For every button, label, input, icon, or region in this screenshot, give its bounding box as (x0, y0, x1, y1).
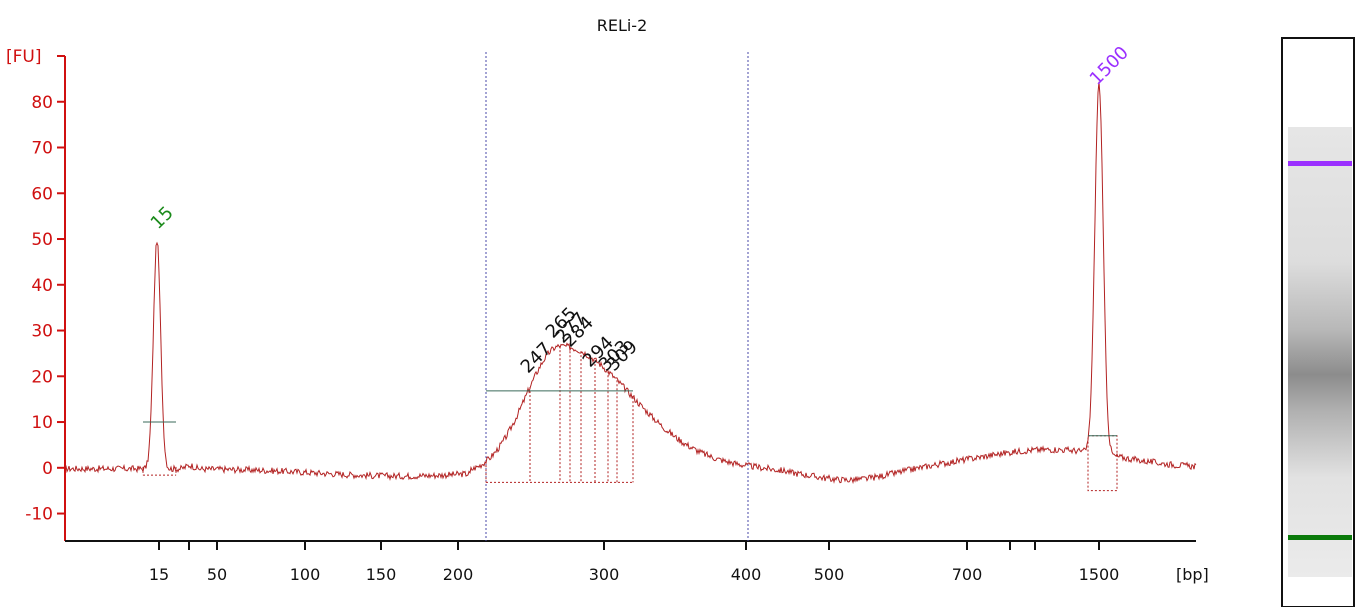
x-tick-label: 150 (366, 565, 397, 584)
y-tick-label: 20 (31, 367, 53, 387)
peak-label-lower-marker: 15 (147, 202, 178, 233)
x-axis-label: [bp] (1176, 565, 1209, 584)
peak-label: 247 (517, 338, 556, 377)
signal-trace (64, 81, 1197, 485)
gel-lane (1281, 37, 1355, 607)
peak-label-upper-marker: 1500 (1086, 42, 1133, 89)
upper-marker-area-box (1087, 435, 1118, 492)
peak-baselines (143, 390, 1117, 437)
y-tick-label: 70 (31, 139, 53, 159)
y-tick-label: 30 (31, 322, 53, 342)
x-tick-label: 700 (952, 565, 983, 584)
gel-upper-marker-band (1288, 161, 1352, 166)
gel-lower-marker-band (1288, 535, 1352, 540)
x-tick-label: 500 (814, 565, 845, 584)
x-tick-label: 15 (149, 565, 169, 584)
y-tick-label: -10 (25, 505, 53, 525)
chart-title: RELi-2 (597, 16, 648, 35)
axes (64, 56, 1196, 542)
x-tick-label: 100 (290, 565, 321, 584)
y-tick-label: 60 (31, 184, 53, 204)
peak-area-boxes (142, 346, 1118, 492)
y-tick-label: 50 (31, 230, 53, 250)
region-markers (485, 52, 749, 541)
y-ticks: -10 0 10 20 30 40 50 60 70 80 (25, 55, 65, 525)
y-axis-label: [FU] (6, 47, 42, 67)
x-tick-label: 400 (731, 565, 762, 584)
x-tick-label: 200 (443, 565, 474, 584)
y-tick-label: 10 (31, 413, 53, 433)
x-tick-label: 1500 (1079, 565, 1120, 584)
y-tick-label: 40 (31, 276, 53, 296)
y-tick-label: 0 (42, 459, 53, 479)
x-tick-label: 50 (207, 565, 227, 584)
y-tick-label: 80 (31, 93, 53, 113)
x-tick-label: 300 (589, 565, 620, 584)
x-ticks: 15 50 100 150 200 300 400 500 700 1500 (149, 541, 1120, 584)
gel-background (1288, 127, 1352, 577)
